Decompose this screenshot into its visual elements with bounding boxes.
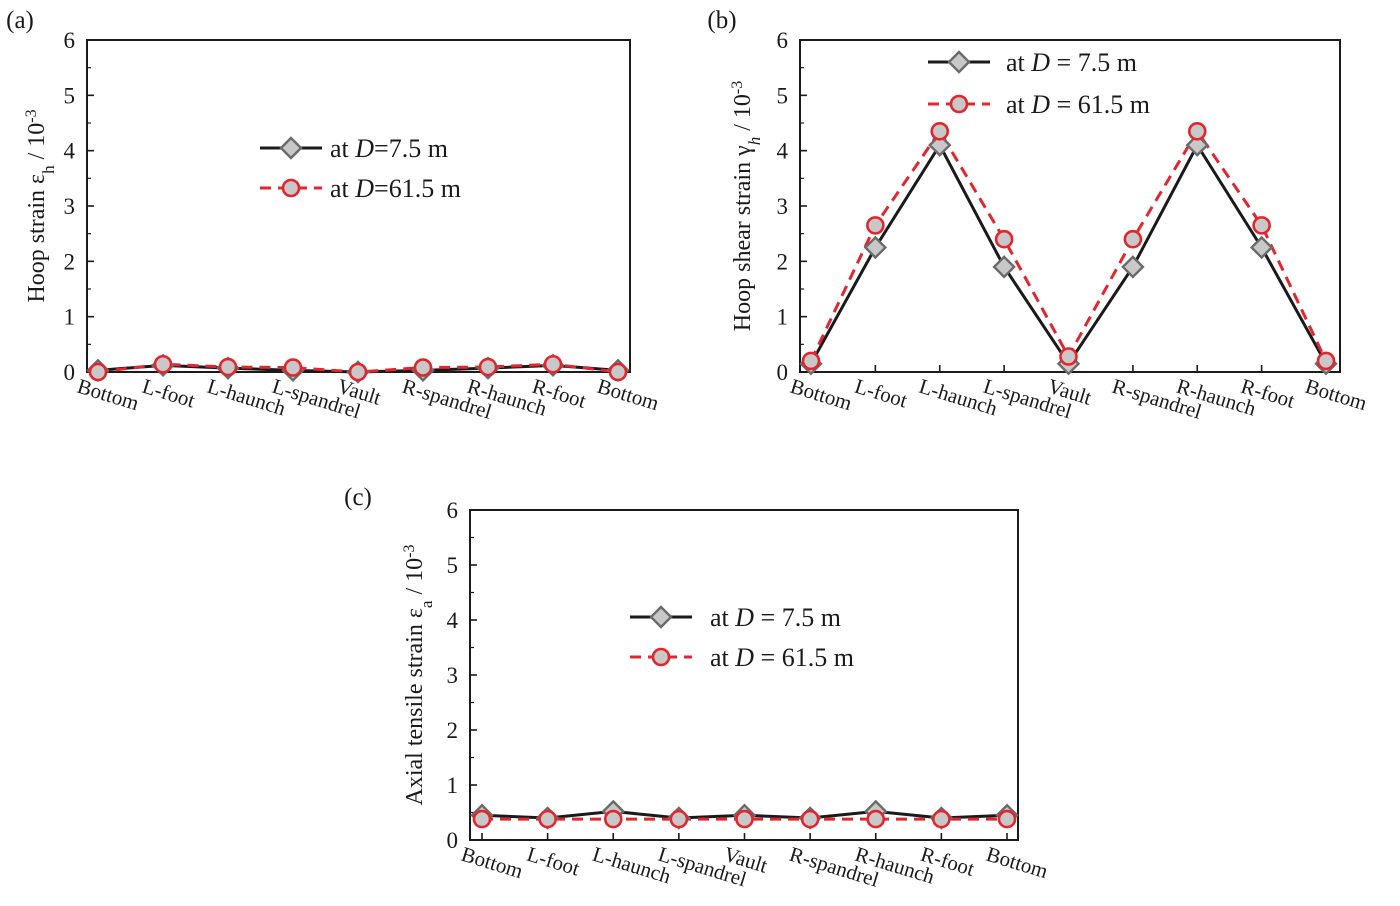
circle-point bbox=[538, 809, 557, 829]
diamond-point bbox=[1249, 235, 1274, 260]
y-tick-label: 3 bbox=[447, 663, 459, 688]
circle-point bbox=[1123, 229, 1143, 249]
circle-point bbox=[543, 354, 563, 374]
y-tick-label: 2 bbox=[447, 718, 459, 743]
chart-panel-c: (c) 0 1 2 3 4 5 6 Axial tensile strain εa / 10-3… bbox=[344, 484, 1051, 892]
y-tick-label: 0 bbox=[64, 360, 76, 385]
x-category-label: Bottom bbox=[984, 842, 1051, 883]
legend: at D=7.5 m at D=61.5 m bbox=[260, 134, 461, 203]
y-axis-title: Axial tensile strain εa / 10-3 bbox=[401, 545, 436, 806]
legend-label-2: at D=61.5 m bbox=[330, 174, 461, 203]
panel-label: (b) bbox=[707, 7, 736, 34]
plot-frame bbox=[469, 509, 1019, 841]
x-category-label: Bottom bbox=[75, 374, 142, 415]
circle-point bbox=[413, 358, 433, 377]
legend-label-2: at D = 61.5 m bbox=[1006, 90, 1150, 119]
x-category-label: L-foot bbox=[140, 374, 198, 413]
diamond-point bbox=[1185, 133, 1209, 157]
circle-point bbox=[1252, 216, 1271, 235]
diamond-point bbox=[1121, 255, 1145, 279]
circle-point bbox=[930, 122, 950, 141]
circle-point bbox=[608, 362, 628, 382]
y-tick-label: 6 bbox=[64, 28, 76, 53]
y-tick-label: 2 bbox=[777, 249, 789, 274]
y-tick-label: 6 bbox=[777, 28, 789, 53]
legend-circle-marker bbox=[281, 178, 301, 198]
panel-label: (c) bbox=[344, 484, 372, 511]
y-tick-label: 1 bbox=[64, 305, 76, 330]
y-tick-label: 1 bbox=[447, 773, 459, 798]
x-category-label: Bottom bbox=[595, 374, 662, 415]
x-category-label: L-foot bbox=[852, 374, 910, 413]
y-tick-label: 0 bbox=[447, 828, 459, 853]
y-tick-label: 3 bbox=[777, 194, 789, 219]
y-tick-label: 5 bbox=[64, 83, 76, 108]
y-tick-label: 6 bbox=[447, 498, 459, 523]
diamond-point bbox=[863, 235, 888, 260]
legend-diamond-marker bbox=[279, 136, 303, 160]
circle-point bbox=[735, 809, 754, 829]
circle-point bbox=[994, 229, 1014, 249]
x-category-label: Bottom bbox=[788, 374, 855, 415]
plot-frame bbox=[86, 39, 631, 373]
legend-diamond-marker bbox=[947, 50, 971, 74]
legend-label-1: at D=7.5 m bbox=[330, 134, 448, 163]
series-line-2 bbox=[809, 128, 1328, 362]
circle-point bbox=[1316, 351, 1336, 371]
series-line-1 bbox=[809, 142, 1328, 367]
circle-point bbox=[348, 362, 368, 382]
y-tick-label: 2 bbox=[64, 249, 76, 274]
diamond-point bbox=[992, 255, 1016, 279]
legend-label-1: at D = 7.5 m bbox=[1006, 48, 1137, 77]
y-axis-title: Hoop shear strain γh / 10-3 bbox=[729, 81, 764, 331]
circle-point bbox=[866, 809, 886, 829]
circle-point bbox=[866, 216, 885, 235]
y-tick-label: 4 bbox=[64, 139, 76, 164]
y-tick-label: 1 bbox=[777, 305, 789, 330]
circle-point bbox=[283, 358, 303, 377]
circle-point bbox=[932, 809, 951, 829]
y-tick-label: 4 bbox=[447, 608, 459, 633]
y-tick-label: 4 bbox=[777, 139, 789, 164]
legend-label-1: at D = 7.5 m bbox=[710, 603, 841, 632]
legend-diamond-marker bbox=[649, 605, 673, 629]
diamond-point bbox=[928, 133, 952, 157]
panel-label: (a) bbox=[6, 7, 34, 34]
circle-point bbox=[153, 354, 173, 374]
circle-point bbox=[478, 357, 498, 377]
legend-label-2: at D = 61.5 m bbox=[710, 643, 854, 672]
circle-point bbox=[669, 809, 689, 829]
legend: at D = 7.5 m at D = 61.5 m bbox=[630, 603, 854, 672]
x-category-label: Bottom bbox=[1303, 374, 1370, 415]
circle-point bbox=[801, 351, 821, 371]
x-category-label: L-foot bbox=[524, 842, 582, 881]
y-tick-label: 5 bbox=[777, 83, 789, 108]
chart-panel-b: (b) 0 1 2 3 4 5 6 Hoop shear strain γh / 10-3 Bot… bbox=[707, 7, 1369, 424]
legend-circle-marker bbox=[651, 647, 671, 667]
circle-point bbox=[472, 809, 492, 829]
circle-point bbox=[997, 809, 1017, 829]
y-tick-label: 3 bbox=[64, 194, 76, 219]
legend: at D = 7.5 m at D = 61.5 m bbox=[928, 48, 1150, 119]
y-tick-label: 5 bbox=[447, 553, 459, 578]
x-category-label: Bottom bbox=[459, 842, 526, 883]
legend-circle-marker bbox=[949, 94, 969, 114]
circle-point bbox=[603, 809, 623, 829]
circle-point bbox=[88, 362, 108, 382]
circle-point bbox=[800, 809, 820, 829]
y-tick-label: 0 bbox=[777, 360, 789, 385]
circle-point bbox=[1187, 122, 1207, 141]
y-axis-title: Hoop strain εh / 10-3 bbox=[23, 109, 58, 302]
circle-point bbox=[218, 357, 238, 377]
circle-point bbox=[1059, 347, 1078, 366]
